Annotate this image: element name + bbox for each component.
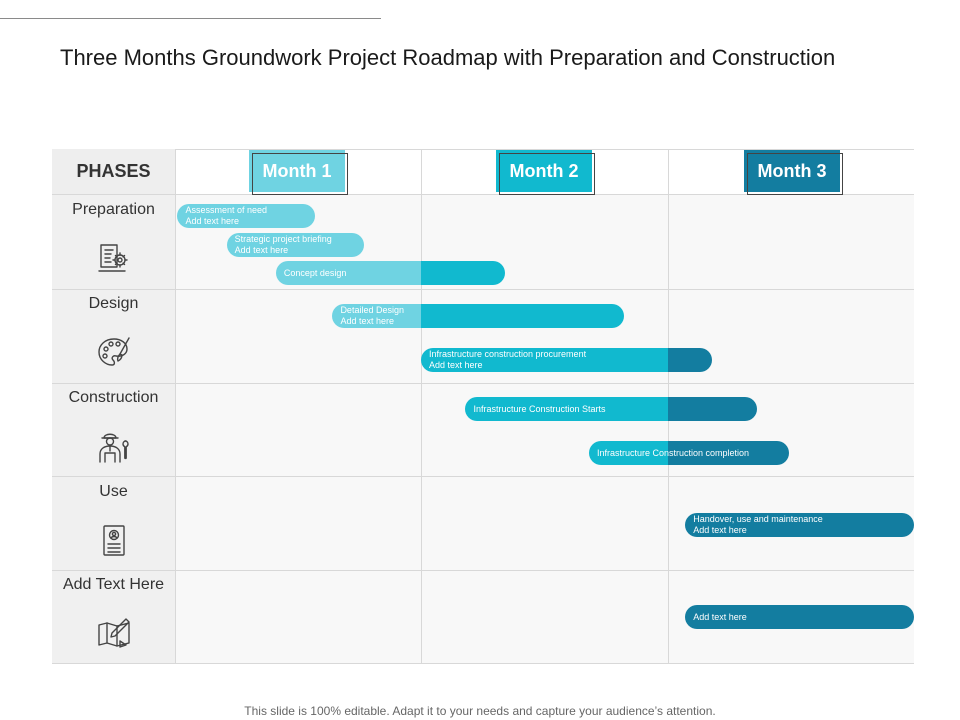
task-label: Strategic project briefing <box>234 234 332 244</box>
row-divider <box>52 476 914 477</box>
task-sublabel: Add text here <box>340 316 394 326</box>
task-text: Infrastructure Construction Starts <box>473 397 605 421</box>
task-bar: Handover, use and maintenance Add text he… <box>685 513 914 537</box>
task-bar: Strategic project briefing Add text here <box>226 233 365 257</box>
task-bar: Infrastructure Construction completion <box>588 441 789 465</box>
task-bar-segment <box>177 204 316 228</box>
task-text: Infrastructure construction procurement A… <box>429 348 586 372</box>
task-label: Infrastructure Construction completion <box>596 447 750 458</box>
blueprint-pencil-icon <box>98 618 130 648</box>
month-3-header: Month 3 <box>744 150 843 195</box>
phases-header: PHASES <box>52 149 175 195</box>
task-label: Infrastructure Construction Starts <box>473 403 606 414</box>
task-bar-segment <box>226 233 365 257</box>
task-label: Infrastructure construction procurement <box>429 349 587 359</box>
task-bar: Detailed Design Add text here <box>332 304 624 328</box>
task-sublabel: Add text here <box>429 360 483 370</box>
task-label: Assessment of need <box>185 205 267 215</box>
task-bar-segment <box>685 605 914 629</box>
row-divider <box>52 383 914 384</box>
task-text: Detailed Design Add text here <box>340 304 404 328</box>
task-sublabel: Add text here <box>234 245 289 255</box>
phase-label-construction: Construction <box>68 389 159 406</box>
task-bar: Concept design <box>275 261 505 285</box>
task-bar: Assessment of need Add text here <box>177 204 316 228</box>
row-divider <box>52 289 914 290</box>
task-label: Handover, use and maintenance <box>693 514 823 524</box>
task-bar-segment <box>420 261 505 285</box>
phase-column <box>52 149 175 664</box>
task-bar-segment <box>667 397 757 421</box>
worker-wrench-icon <box>99 433 129 463</box>
roadmap-grid: PHASES Month 1 Month 2 Month 3 Preparati… <box>52 149 914 664</box>
task-bar-segment <box>275 261 421 285</box>
task-sublabel: Add text here <box>693 525 747 535</box>
phase-label-design: Design <box>88 295 139 312</box>
task-text: Add text here <box>693 605 747 629</box>
month-label: Month 1 <box>262 160 332 181</box>
task-text: Handover, use and maintenance Add text he… <box>693 513 823 537</box>
task-sublabel: Add text here <box>185 216 239 226</box>
month-1-header: Month 1 <box>249 150 348 195</box>
task-text: Concept design <box>284 261 347 285</box>
task-bar-segment <box>465 397 668 421</box>
task-bar-segment <box>421 348 668 372</box>
id-card-icon <box>103 525 125 556</box>
grid-divider <box>175 149 176 664</box>
row-divider <box>52 570 914 571</box>
task-label: Add text here <box>693 611 747 622</box>
palette-brush-icon <box>98 337 130 366</box>
task-bar: Infrastructure construction procurement A… <box>421 348 713 372</box>
grid-divider <box>421 149 422 664</box>
task-text: Strategic project briefing Add text here <box>235 233 332 257</box>
phase-label-preparation: Preparation <box>72 201 155 218</box>
task-bar-segment <box>588 441 668 465</box>
task-text: Assessment of need Add text here <box>185 204 267 228</box>
row-divider <box>52 663 914 664</box>
task-bar-segment <box>668 348 713 372</box>
footer-note: This slide is 100% editable. Adapt it to… <box>244 704 716 718</box>
phase-label-add-text: Add Text Here <box>62 576 165 593</box>
task-bar-segment <box>420 304 624 328</box>
slide-title: Three Months Groundwork Project Roadmap … <box>60 45 836 70</box>
task-label: Detailed Design <box>340 305 404 315</box>
document-gear-icon <box>98 244 128 272</box>
task-bar: Add text here <box>685 605 914 629</box>
month-label: Month 3 <box>757 160 827 181</box>
task-label: Concept design <box>283 267 347 278</box>
top-rule <box>0 18 381 19</box>
task-bar-segment <box>332 304 421 328</box>
task-bar-segment <box>685 513 914 537</box>
task-bar: Infrastructure Construction Starts <box>465 397 757 421</box>
month-label: Month 2 <box>509 160 579 181</box>
task-text: Infrastructure Construction completion <box>597 441 749 465</box>
task-bar-segment <box>667 441 789 465</box>
month-2-header: Month 2 <box>496 150 595 195</box>
phase-label-use: Use <box>99 483 128 500</box>
